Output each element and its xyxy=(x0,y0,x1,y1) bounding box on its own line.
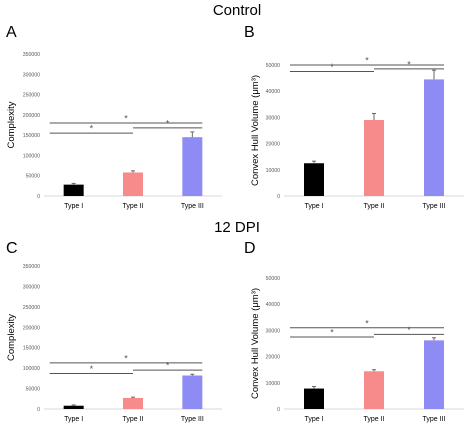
significance-star-d-3: * xyxy=(365,318,369,328)
significance-star-d-1: * xyxy=(330,327,334,337)
y-tick-label-c: 0 xyxy=(37,407,40,413)
section-title-12dpi: 12 DPI xyxy=(214,219,260,236)
category-label-b-1: Type I xyxy=(304,203,323,210)
y-tick-label-c: 200000 xyxy=(23,325,40,331)
y-tick-label-d: 0 xyxy=(277,407,280,413)
y-axis-label-b: Convex Hull Volume (μm³) xyxy=(250,75,261,186)
significance-star-b-3: * xyxy=(365,56,369,66)
bar-d-1 xyxy=(304,388,324,409)
y-tick-label-d: 30000 xyxy=(266,328,281,334)
y-tick-label-a: 50000 xyxy=(26,174,41,180)
bar-a-3 xyxy=(182,137,203,196)
bar-a-2 xyxy=(123,172,143,196)
y-tick-label-a: 200000 xyxy=(23,113,40,119)
y-tick-label-c: 150000 xyxy=(23,346,40,352)
y-tick-label-b: 50000 xyxy=(266,63,281,69)
bar-a-1 xyxy=(63,184,84,196)
y-tick-label-c: 250000 xyxy=(23,305,40,311)
category-label-c-1: Type I xyxy=(64,416,83,423)
y-tick-label-a: 350000 xyxy=(23,52,40,58)
y-tick-label-c: 350000 xyxy=(23,264,40,270)
significance-star-c-1: * xyxy=(90,364,94,374)
y-tick-label-d: 10000 xyxy=(266,381,281,387)
category-label-d-2: Type II xyxy=(363,416,384,423)
panel-letter-a: A xyxy=(6,24,17,41)
y-tick-label-b: 40000 xyxy=(266,89,281,95)
y-tick-label-c: 300000 xyxy=(23,284,40,290)
significance-star-b-1: * xyxy=(330,62,334,72)
section-title-control: Control xyxy=(212,2,262,19)
y-tick-label-d: 50000 xyxy=(266,276,281,282)
y-tick-label-c: 50000 xyxy=(26,387,41,393)
bar-c-2 xyxy=(123,397,143,409)
bar-b-1 xyxy=(304,163,324,196)
y-tick-label-b: 10000 xyxy=(266,168,281,174)
significance-star-d-2: * xyxy=(407,325,411,335)
panel-letter-b: B xyxy=(244,24,255,41)
significance-star-a-3: * xyxy=(124,113,128,123)
category-label-a-1: Type I xyxy=(64,203,83,210)
y-tick-label-a: 300000 xyxy=(23,72,40,78)
bar-d-3 xyxy=(424,340,444,409)
panel-letter-d: D xyxy=(244,240,256,257)
category-label-b-3: Type III xyxy=(423,203,446,210)
bar-b-3 xyxy=(424,79,444,196)
bar-c-3 xyxy=(182,375,203,409)
y-tick-label-a: 100000 xyxy=(23,153,40,159)
significance-star-b-2: * xyxy=(407,59,411,69)
y-tick-label-d: 40000 xyxy=(266,302,281,308)
y-tick-label-b: 20000 xyxy=(266,142,281,148)
category-label-a-2: Type II xyxy=(122,203,143,210)
y-tick-label-c: 100000 xyxy=(23,366,40,372)
y-axis-label-d: Convex Hull Volume (μm³) xyxy=(250,288,261,399)
category-label-a-3: Type III xyxy=(181,203,204,210)
significance-star-c-2: * xyxy=(166,361,170,371)
y-tick-label-a: 250000 xyxy=(23,93,40,99)
y-axis-label-c: Complexity xyxy=(6,314,17,361)
y-tick-label-a: 150000 xyxy=(23,133,40,139)
significance-star-c-3: * xyxy=(124,353,128,363)
y-tick-label-d: 20000 xyxy=(266,355,281,361)
category-label-d-3: Type III xyxy=(423,416,446,423)
category-label-d-1: Type I xyxy=(304,416,323,423)
y-tick-label-b: 30000 xyxy=(266,115,281,121)
y-tick-label-b: 0 xyxy=(277,194,280,200)
category-label-c-3: Type III xyxy=(181,416,204,423)
bar-b-2 xyxy=(364,120,384,196)
y-tick-label-a: 0 xyxy=(37,194,40,200)
bar-d-2 xyxy=(364,371,384,409)
y-axis-label-a: Complexity xyxy=(6,101,17,148)
significance-star-a-1: * xyxy=(90,124,94,134)
category-label-c-2: Type II xyxy=(122,416,143,423)
bar-c-1 xyxy=(63,405,84,409)
category-label-b-2: Type II xyxy=(363,203,384,210)
panel-letter-c: C xyxy=(6,240,18,257)
